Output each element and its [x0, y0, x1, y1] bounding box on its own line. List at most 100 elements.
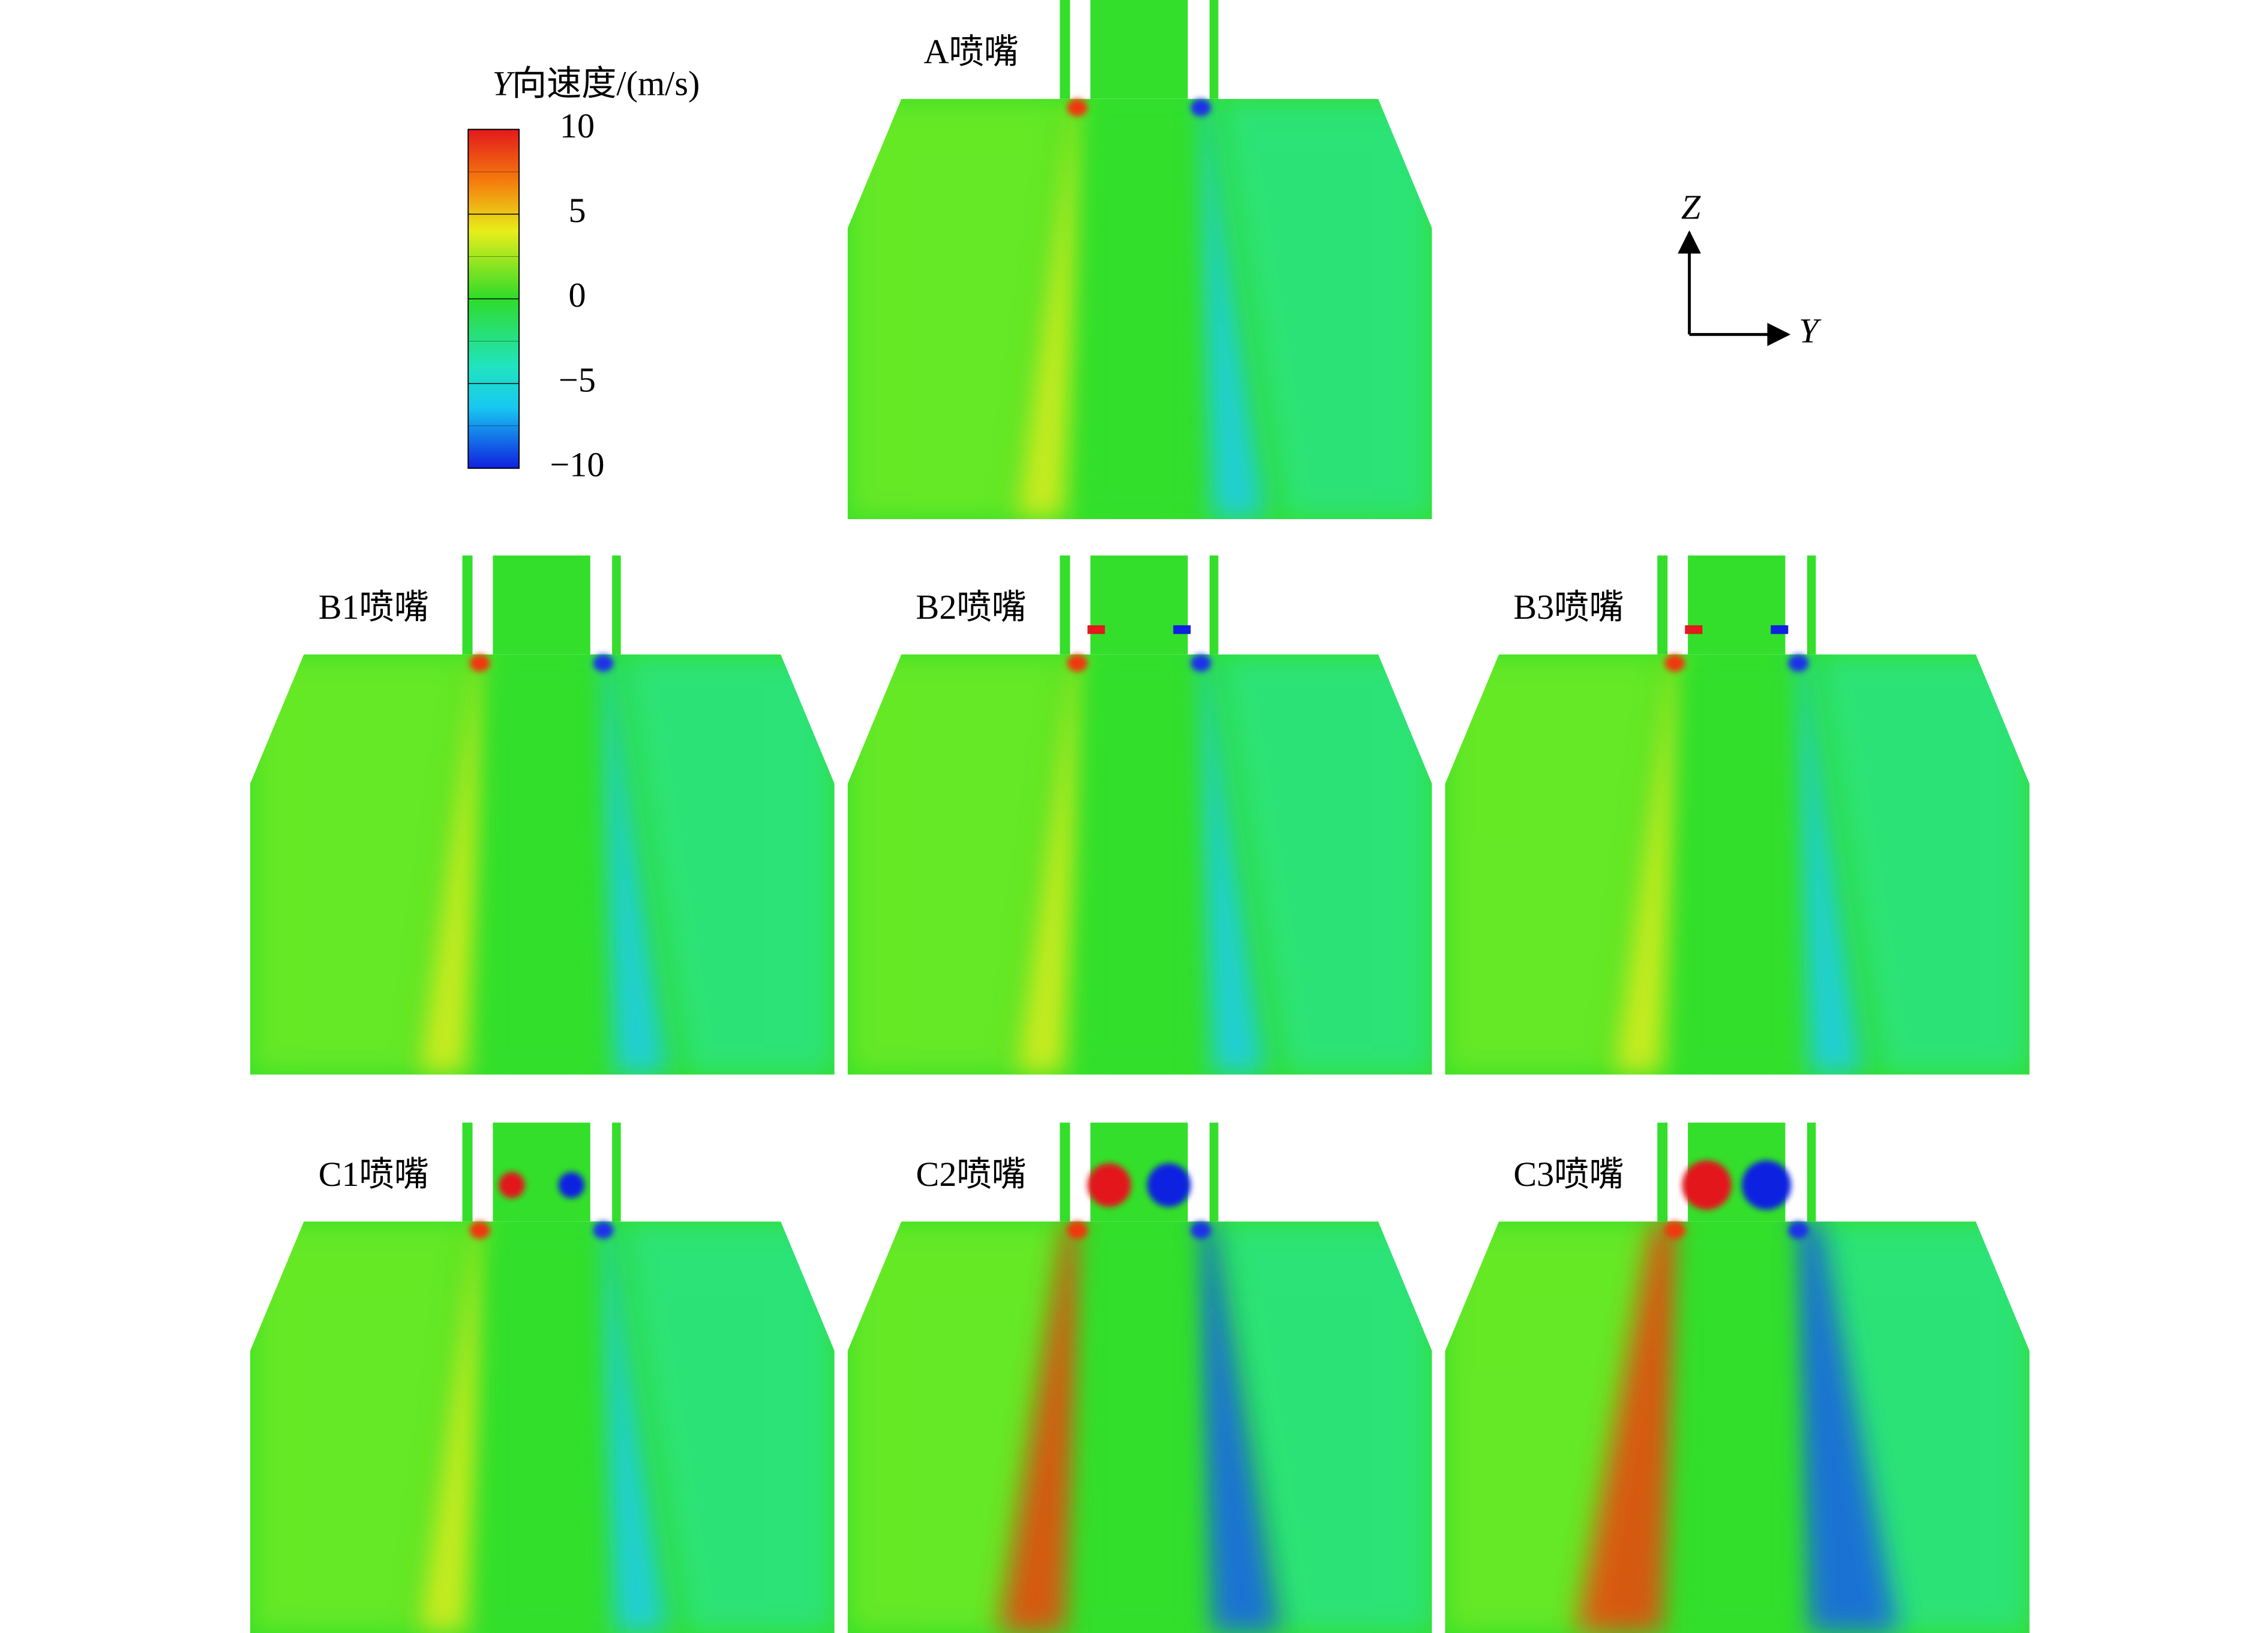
left-jet: [998, 1221, 1085, 1633]
colorbar-tick-label: 5: [568, 191, 586, 230]
left-jet: [416, 654, 487, 1075]
lip-vortex: [1788, 654, 1809, 672]
lip-vortex: [469, 654, 490, 672]
lip-vortex: [469, 1221, 490, 1239]
contour-panel: [250, 1221, 835, 1633]
tube-vortex: [1682, 1160, 1732, 1210]
contour-panel: [1445, 654, 2030, 1075]
nozzle-wall: [1657, 1122, 1668, 1222]
contour-panel: [847, 654, 1432, 1075]
colorbar-tick-label: −10: [550, 445, 605, 484]
right-jet: [596, 654, 669, 1075]
right-field: [1218, 98, 1432, 520]
nozzle-wall: [1060, 555, 1070, 655]
left-field: [847, 654, 1066, 1075]
right-field: [1218, 1221, 1432, 1633]
contour-panel: [847, 1221, 1432, 1633]
nozzle-wall: [1060, 1122, 1070, 1222]
lip-vortex: [1067, 1221, 1088, 1239]
panel-label: C1喷嘴: [319, 1155, 429, 1194]
core: [1087, 98, 1192, 520]
title-rest: 向速度/(m/s): [512, 64, 700, 103]
y-label: Y: [1799, 311, 1822, 350]
nozzle-wall: [1807, 555, 1816, 655]
colorbar-title: Y向速度/(m/s): [493, 64, 700, 103]
right-field: [620, 1221, 835, 1633]
z-label: Z: [1681, 188, 1701, 227]
lip-vortex: [593, 654, 614, 672]
left-field: [847, 98, 1066, 520]
nozzle-wall: [1657, 555, 1668, 655]
lip-vortex: [593, 1221, 614, 1239]
nozzle-wall: [1209, 1122, 1219, 1222]
left-jet: [1576, 1221, 1682, 1633]
lip-vortex: [1190, 654, 1211, 672]
nozzle-tube: [1688, 555, 1786, 655]
right-jet: [1791, 654, 1864, 1075]
tube-band: [1685, 625, 1703, 634]
core: [1087, 1221, 1192, 1633]
lip-vortex: [1190, 98, 1211, 116]
core: [1685, 1221, 1790, 1633]
nozzle-wall: [612, 555, 621, 655]
lip-vortex: [1664, 654, 1685, 672]
nozzle-wall: [612, 1122, 621, 1222]
right-jet: [1193, 654, 1267, 1075]
left-jet: [1013, 654, 1085, 1075]
left-field: [847, 1221, 1066, 1633]
tube-band: [1087, 625, 1105, 634]
left-jet: [1610, 654, 1682, 1075]
colorbar-tick-label: −5: [559, 360, 596, 399]
right-jet: [596, 1221, 669, 1633]
nozzle-tube: [1090, 555, 1188, 655]
tube-vortex: [1147, 1163, 1191, 1207]
right-jet: [1791, 1221, 1899, 1633]
nozzle-wall: [1060, 0, 1070, 99]
core: [1685, 654, 1790, 1075]
core: [1087, 654, 1192, 1075]
tube-vortex: [1741, 1160, 1792, 1210]
contour-panel: [847, 98, 1432, 520]
nozzle-tube: [493, 555, 590, 655]
lip-vortex: [1067, 98, 1088, 116]
core: [490, 654, 595, 1075]
panel-label: B3喷嘴: [1513, 588, 1624, 627]
panel-label: B1喷嘴: [319, 588, 429, 627]
right-jet: [1193, 1221, 1281, 1633]
contour-panel: [1445, 1221, 2030, 1633]
nozzle-wall: [462, 555, 473, 655]
colorbar-tick-label: 0: [568, 275, 586, 314]
left-field: [1445, 654, 1663, 1075]
colorbar-tick-label: 10: [560, 106, 595, 145]
left-jet: [1013, 98, 1085, 520]
tube-band: [1173, 625, 1191, 634]
right-jet: [1193, 98, 1267, 520]
nozzle-wall: [1209, 555, 1219, 655]
left-field: [250, 654, 469, 1075]
nozzle-tube: [493, 1122, 590, 1222]
lip-vortex: [1190, 1221, 1211, 1239]
nozzle-wall: [1209, 0, 1219, 99]
left-field: [250, 1221, 469, 1633]
nozzle-wall: [462, 1122, 473, 1222]
panel-label: A喷嘴: [923, 32, 1018, 71]
lip-vortex: [1788, 1221, 1809, 1239]
panel-label: B2喷嘴: [916, 588, 1027, 627]
left-jet: [416, 1221, 487, 1633]
lip-vortex: [1067, 654, 1088, 672]
core: [490, 1221, 595, 1633]
tube-vortex: [1087, 1163, 1132, 1207]
panel-label: C2喷嘴: [916, 1155, 1027, 1194]
tube-vortex: [558, 1171, 585, 1198]
panel-label: C3喷嘴: [1513, 1155, 1624, 1194]
title-var: Y: [493, 64, 515, 103]
tube-band: [1771, 625, 1789, 634]
right-field: [1218, 654, 1432, 1075]
contour-panel: [250, 654, 835, 1075]
right-field: [620, 654, 835, 1075]
lip-vortex: [1664, 1221, 1685, 1239]
nozzle-tube: [1090, 0, 1188, 99]
nozzle-wall: [1807, 1122, 1816, 1222]
